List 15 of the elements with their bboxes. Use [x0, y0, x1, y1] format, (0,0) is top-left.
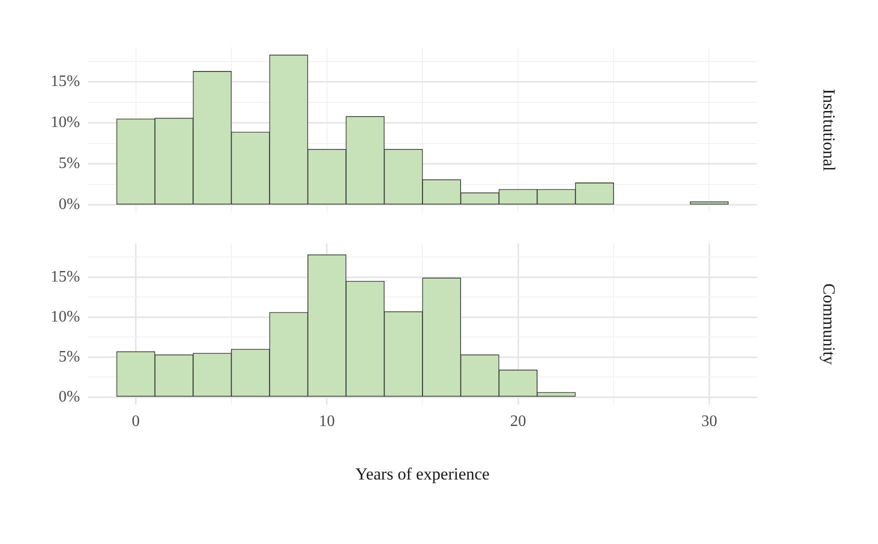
x-tick-label: 10 [318, 413, 335, 430]
y-tick-label: 15% [50, 73, 80, 90]
y-tick-label: 0% [58, 196, 80, 214]
y-tick-label: 5% [58, 155, 80, 172]
y2-axis-title: Community [819, 283, 838, 366]
x-tick-label: 0 [132, 413, 140, 430]
x-tick-label: 20 [510, 413, 526, 430]
y-tick-label: 10% [50, 308, 80, 326]
y-tick-label: 10% [50, 114, 80, 132]
y-tick-label: 15% [50, 268, 80, 286]
x-tick-label: 30 [701, 413, 718, 430]
y-tick-label: 5% [58, 348, 80, 366]
x-axis-title: Years of experience [355, 464, 490, 484]
y-tick-label: 0% [58, 388, 80, 406]
y2-axis-title: Institutional [819, 88, 838, 172]
